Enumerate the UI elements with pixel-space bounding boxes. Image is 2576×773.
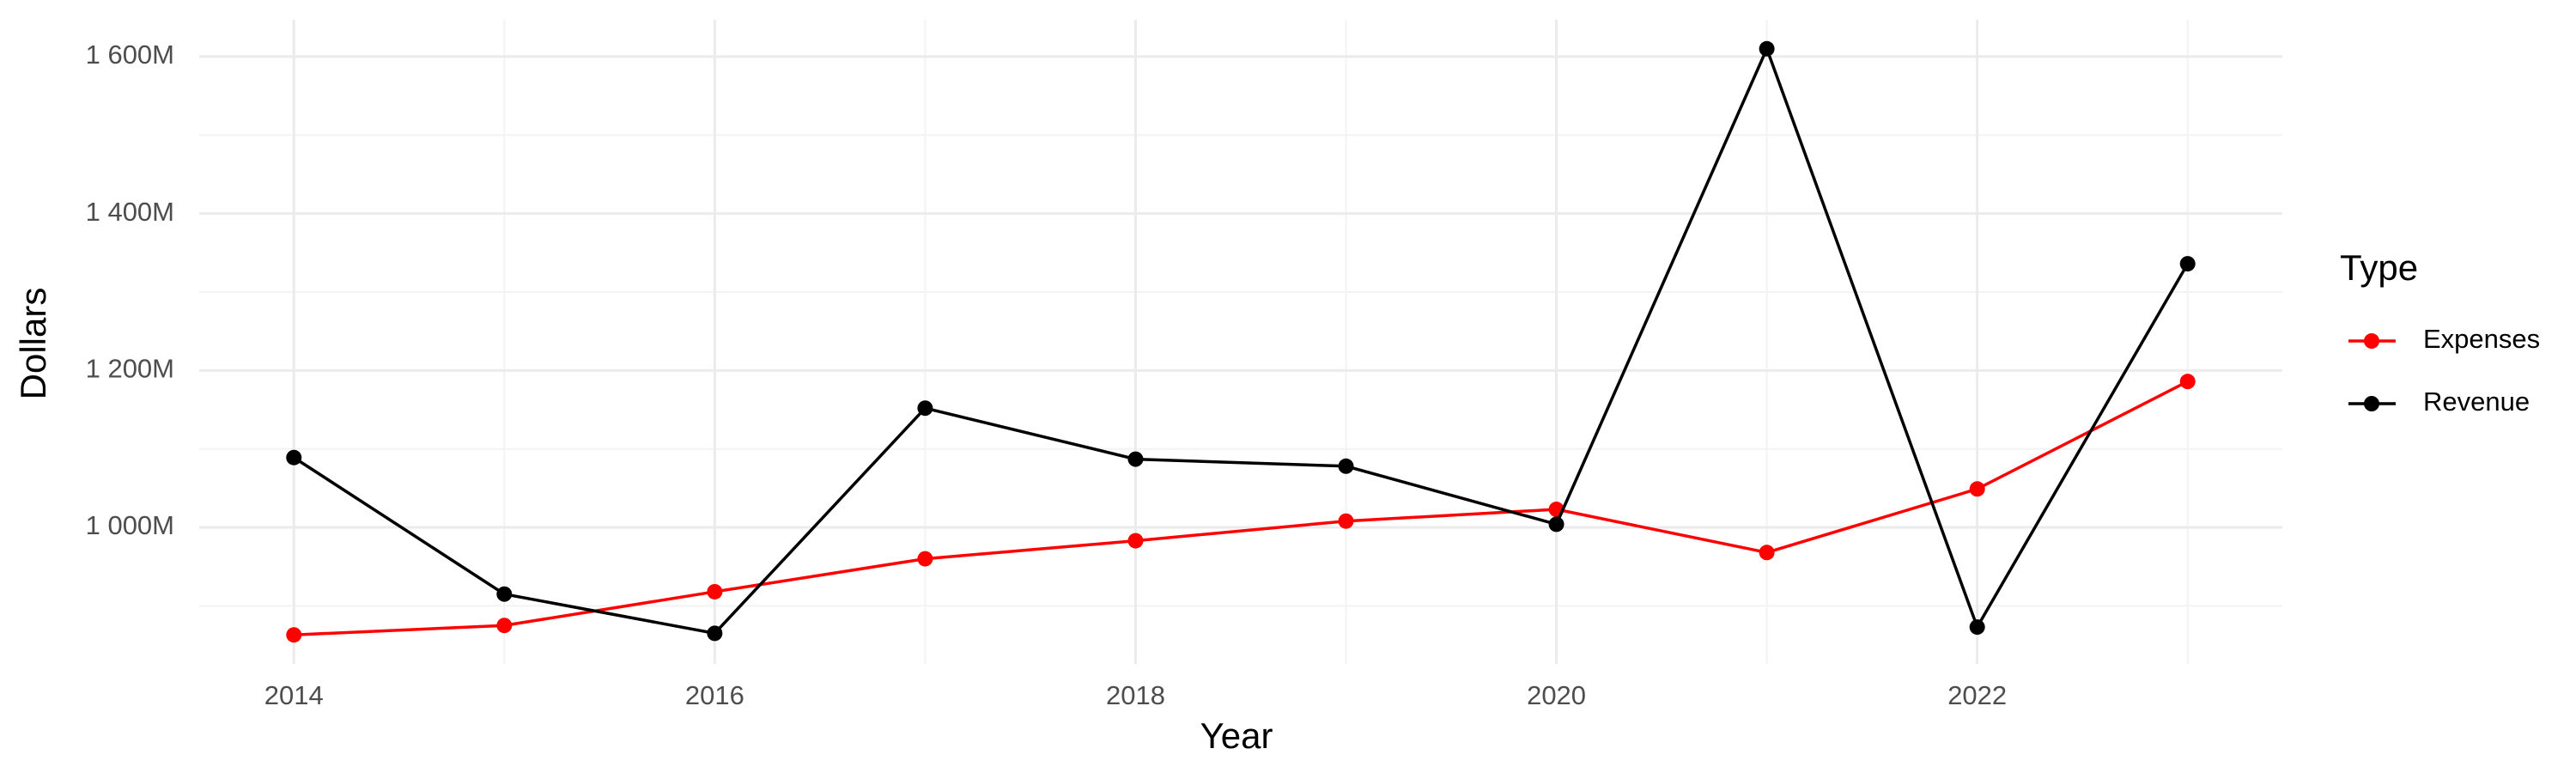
x-tick-label: 2022 bbox=[1947, 680, 2007, 710]
data-point bbox=[1127, 451, 1144, 467]
data-point bbox=[917, 400, 933, 417]
data-point bbox=[1969, 481, 1985, 497]
legend-label: Revenue bbox=[2423, 386, 2530, 417]
y-tick-label: 1 600M bbox=[86, 40, 174, 70]
data-point bbox=[707, 583, 723, 600]
data-point bbox=[496, 586, 513, 602]
data-point bbox=[286, 627, 302, 643]
data-point bbox=[2179, 374, 2196, 390]
legend-label: Expenses bbox=[2423, 324, 2540, 354]
series-line bbox=[293, 45, 2190, 636]
data-point bbox=[1759, 545, 1775, 561]
x-tick-label: 2016 bbox=[685, 680, 744, 710]
data-point bbox=[286, 449, 302, 466]
x-axis-title: Year bbox=[1200, 715, 1273, 756]
y-tick-label: 1 400M bbox=[86, 197, 174, 227]
legend-marker bbox=[2364, 396, 2379, 411]
x-tick-label: 2020 bbox=[1527, 680, 1586, 710]
legend-title: Type bbox=[2340, 247, 2418, 288]
y-axis-title: Dollars bbox=[13, 288, 53, 400]
data-point bbox=[1969, 619, 1985, 636]
data-point bbox=[1759, 40, 1775, 57]
series-line bbox=[294, 380, 2189, 636]
x-tick-label: 2018 bbox=[1106, 680, 1165, 710]
data-point bbox=[496, 618, 513, 634]
data-point bbox=[1338, 513, 1354, 529]
legend-marker bbox=[2364, 333, 2379, 349]
data-point bbox=[707, 625, 723, 642]
y-tick-label: 1 200M bbox=[86, 354, 174, 384]
x-tick-label: 2014 bbox=[264, 680, 324, 710]
data-point bbox=[1338, 458, 1354, 474]
data-point bbox=[1548, 516, 1564, 533]
data-point bbox=[1127, 533, 1144, 549]
y-tick-label: 1 000M bbox=[86, 510, 174, 540]
data-point bbox=[2179, 256, 2196, 272]
data-point bbox=[917, 551, 933, 567]
